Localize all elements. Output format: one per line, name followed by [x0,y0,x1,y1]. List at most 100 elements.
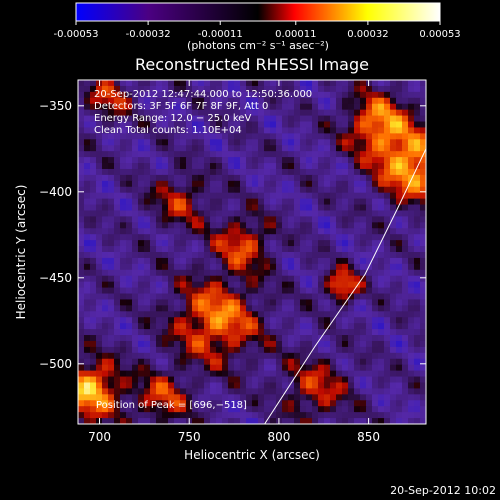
heatmap-cell [360,252,367,259]
heatmap-cell [228,109,235,117]
heatmap-cell [252,192,259,200]
heatmap-cell [156,246,163,253]
heatmap-cell [306,133,313,140]
heatmap-cell [354,293,361,301]
heatmap-cell [348,269,355,277]
heatmap-cell [96,180,103,188]
heatmap-cell [264,210,271,218]
heatmap-cell [258,418,265,424]
heatmap-cell [90,204,97,212]
heatmap-cell [228,376,235,384]
heatmap-cell [90,388,97,395]
heatmap-cell [372,216,379,223]
heatmap-cell [246,311,253,318]
heatmap-cell [108,335,115,342]
heatmap-cell [180,228,187,235]
heatmap-cell [360,257,367,265]
heatmap-cell [294,293,301,301]
heatmap-cell [330,80,337,87]
heatmap-cell [204,222,211,229]
heatmap-cell [156,394,163,401]
heatmap-cell [330,269,337,277]
heatmap-cell [234,186,241,194]
heatmap-cell [180,97,187,105]
heatmap-cell [330,275,337,283]
heatmap-cell [318,263,325,271]
heatmap-cell [204,85,211,93]
heatmap-cell [270,352,277,360]
heatmap-cell [270,168,277,176]
heatmap-cell [96,335,103,342]
heatmap-cell [294,364,301,372]
heatmap-cell [306,85,313,93]
heatmap-cell [366,228,373,235]
heatmap-cell [420,382,426,390]
heatmap-cell [126,394,133,401]
heatmap-cell [120,145,127,152]
heatmap-cell [258,145,265,152]
heatmap-cell [144,121,151,129]
heatmap-cell [402,246,409,253]
heatmap-cell [150,305,157,312]
heatmap-cell [288,157,295,164]
heatmap-cell [138,305,145,312]
heatmap-cell [252,382,259,390]
heatmap-cell [228,412,235,419]
heatmap-cell [378,388,385,395]
heatmap-cell [114,192,121,200]
heatmap-cell [186,151,193,158]
heatmap-cell [114,269,121,277]
heatmap-cell [312,151,319,158]
heatmap-cell [96,352,103,360]
heatmap-cell [84,240,91,247]
heatmap-cell [330,192,337,200]
heatmap-cell [90,412,97,419]
heatmap-cell [420,85,426,93]
heatmap-cell [210,80,217,87]
heatmap-cell [78,240,85,247]
heatmap-cell [402,109,409,117]
heatmap-cell [276,406,283,413]
heatmap-cell [144,210,151,218]
heatmap-cell [264,168,271,176]
heatmap-cell [126,335,133,342]
heatmap-cell [306,275,313,283]
heatmap-cell [228,281,235,289]
heatmap-cell [156,317,163,324]
heatmap-cell [276,263,283,271]
heatmap-cell [90,151,97,158]
heatmap-cell [288,293,295,301]
heatmap-cell [168,115,175,123]
heatmap-cell [228,157,235,164]
heatmap-cell [180,115,187,123]
heatmap-cell [162,103,169,111]
heatmap-cell [174,210,181,218]
heatmap-cell [78,275,85,283]
heatmap-cell [270,299,277,306]
heatmap-cell [312,168,319,176]
heatmap-cell [330,358,337,366]
heatmap-cell [300,174,307,182]
heatmap-cell [318,210,325,218]
heatmap-cell [84,323,91,330]
heatmap-cell [96,198,103,206]
heatmap-cell [342,311,349,318]
heatmap-cell [402,263,409,271]
heatmap-cell [366,246,373,253]
heatmap-cell [384,406,391,413]
heatmap-cell [150,400,157,407]
heatmap-cell [252,418,259,424]
heatmap-cell [126,216,133,223]
heatmap-cell [384,370,391,378]
heatmap-cell [414,406,421,413]
heatmap-cell [258,370,265,378]
heatmap-cell [108,192,115,200]
heatmap-cell [78,299,85,306]
heatmap-cell [372,151,379,158]
heatmap-cell [90,263,97,271]
heatmap-cell [126,346,133,354]
heatmap-cell [132,174,139,182]
heatmap-cell [330,168,337,176]
heatmap-cell [348,400,355,407]
heatmap-cell [102,257,109,265]
